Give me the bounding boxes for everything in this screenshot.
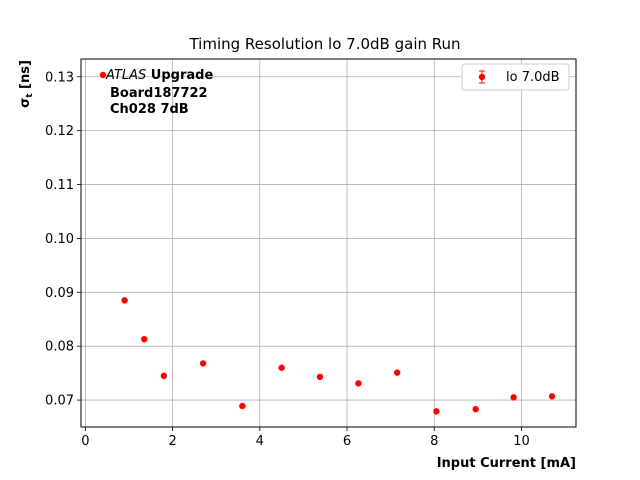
x-tick-label: 8 (430, 434, 438, 449)
data-point (160, 372, 168, 380)
y-axis-title-symbol: σ (18, 98, 33, 108)
x-tick-label: 0 (81, 434, 89, 449)
legend-label: lo 7.0dB (506, 70, 560, 85)
annotation-line-2: Board187722 (110, 86, 208, 101)
data-point (393, 369, 401, 376)
y-axis-title-unit: [ns] (18, 60, 33, 93)
y-tick-label: 0.12 (45, 124, 74, 139)
data-point (355, 380, 362, 387)
annotation-marker (99, 71, 107, 79)
y-tick-label: 0.07 (45, 394, 74, 409)
data-point (239, 402, 246, 410)
y-tick-label: 0.08 (45, 340, 74, 355)
grid (81, 59, 576, 427)
chart-title: Timing Resolution lo 7.0dB gain Run (188, 35, 460, 53)
annotation-atlas: ATLAS (105, 68, 146, 83)
y-tick-label: 0.10 (45, 232, 74, 247)
data-point (433, 408, 440, 415)
y-tick-label: 0.09 (45, 286, 74, 301)
data-point (141, 335, 148, 343)
x-tick-label: 2 (168, 434, 176, 449)
data-point (548, 393, 556, 400)
data-point (510, 394, 517, 401)
annotation-upgrade: Upgrade (146, 68, 213, 83)
legend-marker (478, 73, 486, 81)
data-points (99, 71, 556, 415)
x-tick-label: 6 (343, 434, 351, 449)
data-point (316, 373, 324, 381)
x-axis-title: Input Current [mA] (437, 456, 576, 471)
legend-box (461, 63, 570, 91)
y-axis-title: σt [ns] (18, 60, 35, 108)
legend: lo 7.0dB (461, 63, 570, 91)
annotation-line-1: ATLAS Upgrade (105, 68, 213, 83)
y-axis-title-subscript: t (25, 93, 35, 98)
annotation-line-3: Ch028 7dB (110, 102, 189, 117)
y-tick-label: 0.13 (45, 70, 74, 85)
plot-frame (80, 58, 577, 428)
data-point (121, 297, 128, 304)
x-tick-label: 10 (513, 434, 530, 449)
y-tick-label: 0.11 (45, 178, 74, 193)
x-tick-label: 4 (256, 434, 264, 449)
annotation: ATLAS Upgrade Board187722 Ch028 7dB (105, 68, 213, 117)
ticks: 0 2 4 6 8 10 0.07 0.08 0.09 0.10 0.11 0.12 0.13 (45, 70, 530, 449)
data-point (278, 364, 285, 371)
data-point (472, 406, 479, 413)
data-point (199, 360, 207, 367)
